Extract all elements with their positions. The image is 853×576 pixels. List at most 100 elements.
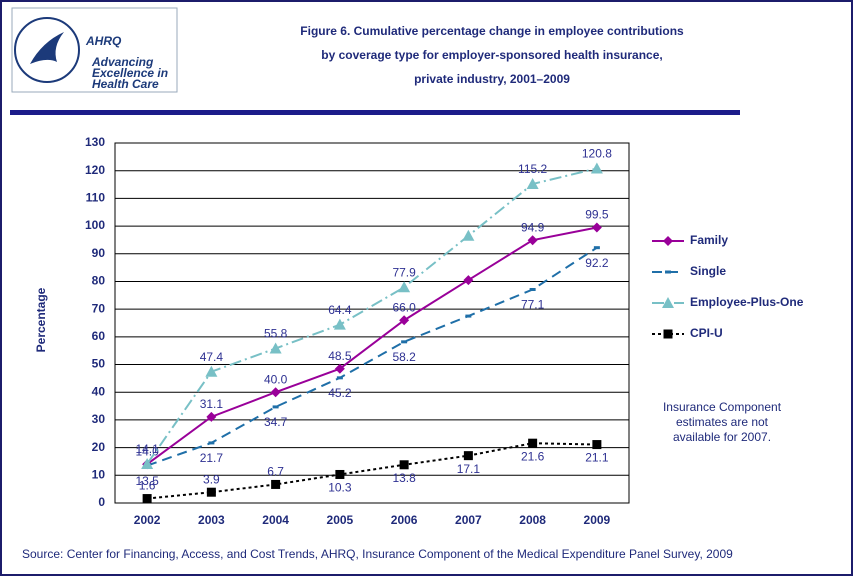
point xyxy=(206,411,217,422)
y-tick-label: 130 xyxy=(85,135,105,149)
data-label: 31.1 xyxy=(200,397,224,411)
point xyxy=(398,281,411,293)
legend-label: Family xyxy=(690,233,728,247)
data-label: 21.6 xyxy=(521,449,545,463)
x-tick-label: 2004 xyxy=(262,513,289,527)
point xyxy=(206,487,216,497)
point xyxy=(399,315,410,326)
legend-label: Single xyxy=(690,264,726,278)
x-tick-label: 2008 xyxy=(519,513,546,527)
point xyxy=(270,387,281,398)
data-label: 77.1 xyxy=(521,298,545,312)
legend-label: Employee-Plus-One xyxy=(690,295,804,309)
legend-label: CPI-U xyxy=(690,326,723,340)
point xyxy=(465,314,472,318)
data-label: 13.5 xyxy=(135,474,159,488)
logo-tagline: Health Care xyxy=(92,77,159,91)
legend-marker xyxy=(662,297,674,308)
plot-area xyxy=(114,142,630,504)
point xyxy=(593,246,600,250)
y-axis-title: Percentage xyxy=(34,287,48,352)
point xyxy=(591,222,602,233)
data-label: 10.3 xyxy=(328,481,352,495)
y-tick-label: 0 xyxy=(98,495,105,509)
data-label: 94.9 xyxy=(521,220,545,234)
y-tick-label: 70 xyxy=(92,301,106,315)
logo-tagline: Advancing xyxy=(91,55,154,69)
point xyxy=(142,494,152,504)
logo-tagline: Excellence in xyxy=(92,66,168,80)
data-label: 34.7 xyxy=(264,415,288,429)
point xyxy=(336,376,343,380)
point xyxy=(399,460,409,470)
x-tick-label: 2007 xyxy=(455,513,482,527)
legend-marker xyxy=(665,270,671,274)
data-label: 64.4 xyxy=(328,303,352,317)
legend-marker xyxy=(663,329,673,339)
point xyxy=(334,363,345,374)
y-tick-label: 90 xyxy=(92,246,106,260)
data-label: 120.8 xyxy=(582,147,612,161)
data-label: 1.6 xyxy=(139,479,156,493)
y-tick-label: 30 xyxy=(92,412,106,426)
series-line xyxy=(146,167,598,465)
point xyxy=(335,469,345,479)
point xyxy=(529,287,536,291)
source: Source: Center for Financing, Access, an… xyxy=(22,547,733,561)
chart-title: Figure 6. Cumulative percentage change i… xyxy=(300,24,684,38)
point xyxy=(592,440,602,450)
point xyxy=(528,438,538,448)
annotation: Insurance Component xyxy=(663,400,782,414)
y-tick-label: 40 xyxy=(92,384,106,398)
point xyxy=(205,365,218,377)
point xyxy=(272,405,279,409)
data-label: 47.4 xyxy=(200,350,224,364)
data-label: 115.2 xyxy=(518,162,547,176)
data-label: 3.9 xyxy=(203,472,220,486)
data-label: 45.2 xyxy=(328,386,352,400)
annotation: estimates are not xyxy=(676,415,769,429)
y-tick-label: 10 xyxy=(92,467,106,481)
x-tick-label: 2006 xyxy=(391,513,418,527)
y-tick-label: 110 xyxy=(86,191,106,205)
y-tick-label: 120 xyxy=(85,163,105,177)
data-label: 21.7 xyxy=(200,451,224,465)
point xyxy=(401,340,408,344)
point xyxy=(463,451,473,461)
point xyxy=(527,235,538,246)
data-label: 55.8 xyxy=(264,327,288,341)
header-rule xyxy=(10,110,740,115)
data-label: 48.5 xyxy=(328,349,352,363)
point xyxy=(463,275,474,286)
x-tick-label: 2005 xyxy=(327,513,354,527)
data-label: 58.2 xyxy=(392,350,416,364)
point xyxy=(269,342,282,354)
y-tick-label: 80 xyxy=(92,274,106,288)
series-line xyxy=(146,226,598,466)
point xyxy=(462,229,475,241)
point xyxy=(271,479,281,489)
data-label: 13.8 xyxy=(392,471,416,485)
data-label: 17.1 xyxy=(457,462,481,476)
x-tick-label: 2002 xyxy=(134,513,161,527)
data-label: 21.1 xyxy=(585,451,609,465)
data-label: 66.0 xyxy=(392,300,416,314)
point xyxy=(590,162,603,174)
point xyxy=(141,457,154,469)
seal-eagle xyxy=(30,32,64,64)
y-tick-label: 20 xyxy=(92,440,106,454)
data-label: 14.1 xyxy=(135,442,159,456)
x-tick-label: 2009 xyxy=(584,513,611,527)
data-label: 6.7 xyxy=(267,465,284,479)
x-tick-label: 2003 xyxy=(198,513,225,527)
y-tick-label: 100 xyxy=(85,218,105,232)
annotation: available for 2007. xyxy=(673,430,771,444)
chart-title: private industry, 2001–2009 xyxy=(414,72,570,86)
chart-title: by coverage type for employer-sponsored … xyxy=(321,48,662,62)
series-line xyxy=(146,246,598,467)
point xyxy=(526,177,539,189)
logo-name: AHRQ xyxy=(85,34,122,48)
data-label: 99.5 xyxy=(585,208,609,222)
